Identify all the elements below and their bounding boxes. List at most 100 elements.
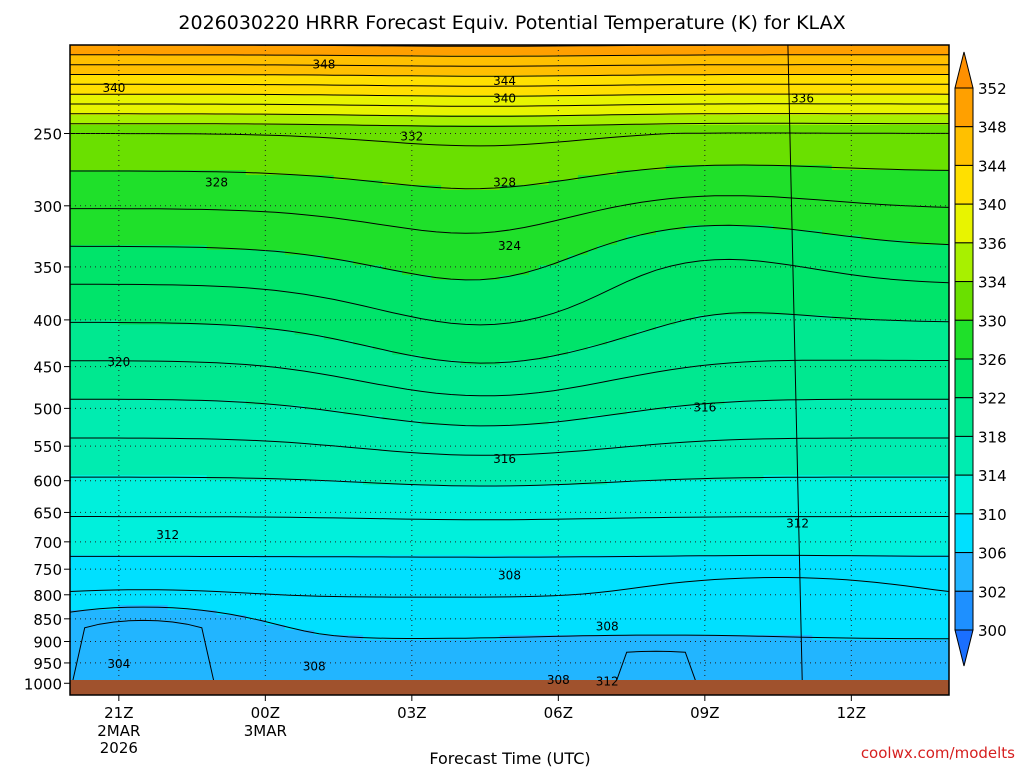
colorbar-segment — [954, 358, 974, 399]
field-cell — [499, 185, 949, 191]
colorbar-label: 352 — [978, 80, 1007, 98]
contour-label: 328 — [205, 176, 228, 190]
field-cell — [675, 320, 949, 326]
field-cell — [372, 345, 589, 351]
field-cell — [70, 310, 949, 316]
contour-line — [70, 577, 949, 598]
field-cell — [70, 500, 949, 506]
field-cell — [216, 610, 949, 616]
colorbar-top-arrow — [954, 51, 974, 89]
field-cell — [363, 480, 608, 486]
colorbar-segment — [954, 164, 974, 205]
field-cell — [607, 480, 949, 486]
y-tick-label: 250 — [33, 125, 62, 143]
contour-line — [70, 195, 949, 234]
colorbar-segment — [954, 435, 974, 476]
field-cell — [70, 415, 384, 421]
field-cell — [70, 220, 949, 226]
x-tick-sublabel: 2MAR — [97, 722, 140, 740]
field-cell — [70, 560, 949, 566]
field-cell — [70, 585, 949, 591]
field-cell — [70, 255, 325, 261]
contour-labels: 348 344 340 340 336 332 328 328 324 320 316 316 312 3… — [102, 57, 813, 688]
field-cell — [812, 635, 949, 641]
colorbar-segment — [954, 242, 974, 283]
field-cell — [70, 625, 286, 631]
field-cell — [70, 350, 393, 356]
surface-ground — [70, 680, 949, 695]
field-cell — [568, 255, 949, 261]
field-cell — [538, 265, 949, 271]
field-cell — [548, 420, 949, 426]
field-cell — [70, 520, 949, 526]
field-cell — [70, 130, 949, 136]
field-cell — [70, 60, 949, 66]
y-tick-label: 550 — [33, 438, 62, 456]
credit-text: coolwx.com/modelts — [861, 744, 1015, 762]
y-tick-label: 350 — [33, 259, 62, 277]
field-cell — [70, 400, 247, 406]
y-tick-label: 450 — [33, 359, 62, 377]
y-tick-label: 400 — [33, 312, 62, 330]
field-cell — [548, 355, 949, 361]
field-cell — [304, 405, 667, 411]
field-cell — [70, 475, 208, 481]
colorbar-segment — [954, 513, 974, 554]
field-cell — [616, 170, 949, 176]
field-cell — [343, 410, 628, 416]
field-cell — [70, 305, 949, 311]
x-tick-sublabel: 3MAR — [244, 722, 287, 740]
field-cell — [70, 385, 949, 391]
colorbar-label: 336 — [978, 235, 1007, 253]
contour-fills — [70, 45, 949, 695]
field-cell — [70, 355, 423, 361]
colorbar-segment — [954, 126, 974, 166]
field-cell — [70, 580, 949, 586]
field-cell — [70, 650, 949, 656]
colorbar-label: 330 — [978, 312, 1007, 330]
colorbar-label: 340 — [978, 196, 1007, 214]
field-cell — [70, 570, 949, 576]
field-cell — [70, 380, 949, 386]
field-cell — [70, 110, 949, 116]
field-cell — [70, 235, 628, 241]
field-cell — [70, 70, 949, 76]
field-cell — [70, 670, 949, 676]
x-tick-sublabel: 2026 — [100, 739, 138, 757]
field-cell — [70, 640, 949, 646]
colorbar-label: 310 — [978, 506, 1007, 524]
colorbar-label: 334 — [978, 274, 1007, 292]
field-cell — [70, 75, 949, 81]
field-cell — [822, 230, 949, 236]
contour-line — [70, 164, 949, 190]
field-cell — [70, 100, 949, 106]
field-cell — [665, 165, 833, 171]
y-tick-label: 500 — [33, 400, 62, 418]
field-cell — [294, 330, 638, 336]
field-cell — [70, 545, 949, 551]
field-cell — [70, 150, 949, 156]
field-cell — [70, 450, 949, 456]
contour-line — [70, 516, 949, 521]
field-cell — [206, 475, 765, 481]
field-cell — [70, 495, 949, 501]
field-cell — [284, 250, 589, 256]
field-cell — [70, 285, 949, 291]
field-cell — [861, 235, 949, 241]
contour-line — [70, 398, 949, 427]
colorbar-label: 300 — [978, 622, 1007, 640]
contour-label: 332 — [400, 130, 423, 144]
colorbar-label: 326 — [978, 351, 1007, 369]
field-cell — [70, 555, 949, 561]
contour-line — [70, 54, 949, 57]
x-axis-label: Forecast Time (UTC) — [429, 749, 590, 768]
y-tick-label: 800 — [33, 587, 62, 605]
x-tick-label: 03Z — [397, 704, 426, 722]
contour-label: 312 — [156, 528, 179, 542]
contour-label: 312 — [596, 674, 619, 688]
contour-label: 340 — [493, 92, 516, 106]
field-cell — [70, 230, 657, 236]
field-cell — [597, 245, 949, 251]
